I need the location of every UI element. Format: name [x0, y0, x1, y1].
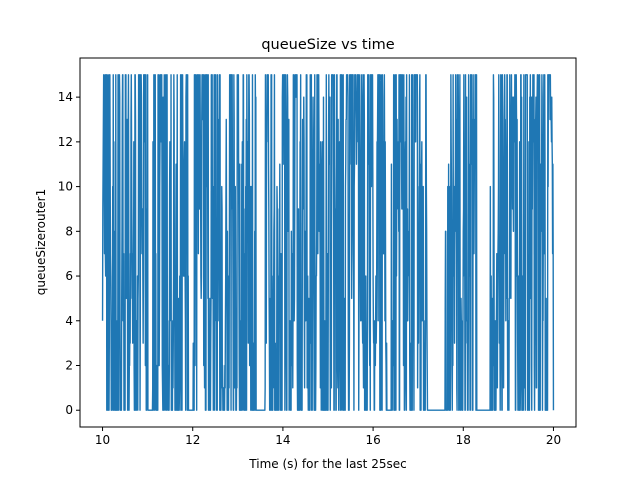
plot-series: [101, 74, 555, 411]
x-tick-label: 12: [185, 433, 200, 447]
x-tick-label: 16: [365, 433, 380, 447]
y-axis: 0 2 4 6 8 10 12 14: [58, 90, 80, 417]
chart-title: queueSize vs time: [261, 37, 394, 53]
x-tick-label: 18: [456, 433, 471, 447]
x-tick-label: 20: [546, 433, 561, 447]
y-tick-label: 6: [65, 269, 73, 283]
y-tick-label: 2: [65, 359, 73, 373]
plot-frame: [79, 57, 577, 428]
y-tick-label: 4: [65, 314, 73, 328]
x-axis-title: Time (s) for the last 25sec: [248, 457, 406, 471]
x-tick-label: 14: [275, 433, 290, 447]
y-tick-label: 0: [65, 403, 73, 417]
x-tick-label: 10: [95, 433, 110, 447]
x-axis: 10 12 14 16 18 20: [95, 427, 561, 447]
series-line: [101, 74, 555, 411]
y-tick-label: 12: [58, 135, 73, 149]
y-tick-label: 10: [58, 180, 73, 194]
y-tick-label: 14: [58, 90, 73, 104]
y-tick-label: 8: [65, 224, 73, 238]
y-axis-title: queueSizerouter1: [34, 189, 48, 296]
